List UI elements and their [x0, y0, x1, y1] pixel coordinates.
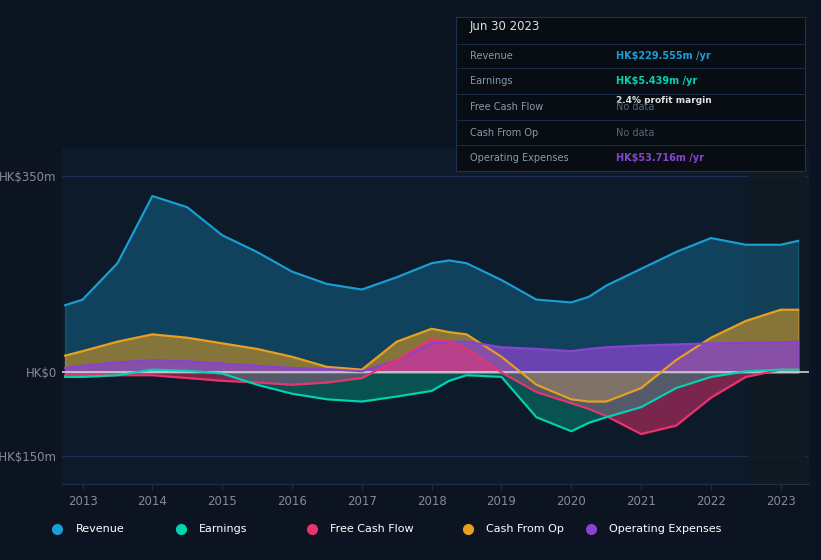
Text: Earnings: Earnings — [470, 76, 512, 86]
Text: Jun 30 2023: Jun 30 2023 — [470, 20, 540, 33]
Text: HK$229.555m /yr: HK$229.555m /yr — [616, 50, 711, 60]
Text: No data: No data — [616, 128, 654, 138]
Text: Operating Expenses: Operating Expenses — [609, 524, 722, 534]
Text: Cash From Op: Cash From Op — [486, 524, 564, 534]
Text: Revenue: Revenue — [76, 524, 124, 534]
Text: No data: No data — [616, 102, 654, 112]
Text: Free Cash Flow: Free Cash Flow — [470, 102, 543, 112]
Text: Earnings: Earnings — [199, 524, 247, 534]
Text: 2.4% profit margin: 2.4% profit margin — [616, 96, 712, 105]
Text: Cash From Op: Cash From Op — [470, 128, 538, 138]
Bar — [750, 148, 805, 484]
Text: Operating Expenses: Operating Expenses — [470, 153, 568, 163]
Text: Free Cash Flow: Free Cash Flow — [330, 524, 414, 534]
Text: Revenue: Revenue — [470, 50, 512, 60]
Text: HK$5.439m /yr: HK$5.439m /yr — [616, 76, 697, 86]
Text: HK$53.716m /yr: HK$53.716m /yr — [616, 153, 704, 163]
